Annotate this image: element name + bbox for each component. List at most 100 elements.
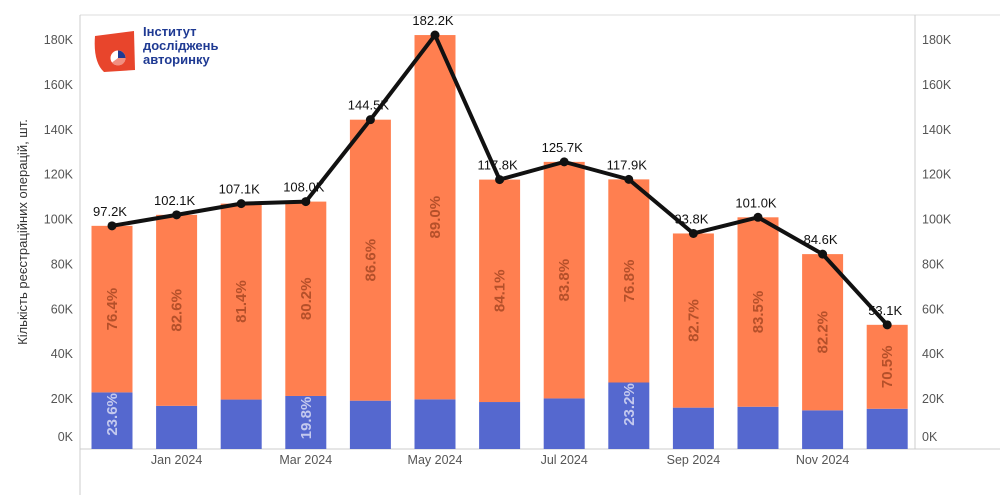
bars xyxy=(91,35,908,449)
logo-circle-segment-2 xyxy=(112,58,126,66)
bar-bottom-segment xyxy=(91,392,133,449)
bar-top-segment xyxy=(220,203,262,400)
y-tick-label-right: 180K xyxy=(922,33,952,47)
total-value-label: 107.1K xyxy=(219,182,261,197)
bar-bottom-segment xyxy=(220,399,262,449)
total-line-point xyxy=(365,115,375,125)
bar-top-segment xyxy=(156,214,198,406)
y-tick-label-right: 80K xyxy=(922,257,945,271)
bottom-percent-label: 19.8% xyxy=(298,397,315,440)
total-line-point xyxy=(236,199,246,209)
x-tick-label: Jul 2024 xyxy=(541,453,588,467)
bar-top-segment xyxy=(479,179,521,403)
bar-bottom-segment xyxy=(608,382,650,449)
y-tick-label-left: 0K xyxy=(58,430,74,444)
x-tick-label: Mar 2024 xyxy=(279,453,332,467)
y-tick-label-left: 20K xyxy=(51,392,74,406)
bottom-percent-label: 23.2% xyxy=(621,383,638,426)
bar-bottom-segment xyxy=(543,398,585,449)
total-value-label: 182.2K xyxy=(412,13,454,28)
total-value-label: 102.1K xyxy=(154,193,196,208)
x-tick-label: Jan 2024 xyxy=(151,453,202,467)
total-value-label: 93.8K xyxy=(674,211,708,226)
x-tick-label: May 2024 xyxy=(408,453,463,467)
y-tick-label-right: 100K xyxy=(922,213,952,227)
total-value-label: 125.7K xyxy=(542,140,584,155)
top-percent-label: 76.4% xyxy=(104,288,121,331)
bar-bottom-segment xyxy=(737,406,779,449)
logo-line-3: авторинку xyxy=(143,52,210,67)
top-percent-label: 83.8% xyxy=(556,259,573,302)
total-line-point xyxy=(430,30,440,40)
total-value-label: 108.0K xyxy=(283,180,325,195)
total-value-label: 101.0K xyxy=(735,195,777,210)
y-tick-label-left: 120K xyxy=(44,168,74,182)
bar-top-segment xyxy=(414,35,456,400)
bar-bottom-segment xyxy=(349,400,391,449)
y-axis-left: 0K 20K 40K 60K 80K 100K 120K 140K 160K 180K xyxy=(44,33,74,444)
bar-bottom-segment xyxy=(802,410,844,449)
total-line-point xyxy=(107,221,117,231)
y-tick-label-right: 60K xyxy=(922,302,945,316)
bar-top-segment xyxy=(543,161,585,399)
total-value-label: 117.8K xyxy=(477,158,518,173)
y-tick-label-left: 140K xyxy=(44,123,74,137)
top-percent-label: 84.1% xyxy=(492,270,509,313)
total-line-point xyxy=(882,320,892,330)
bar-top-segment xyxy=(802,254,844,411)
bar-top-segment xyxy=(672,233,714,408)
total-value-label: 97.2K xyxy=(93,204,127,219)
y-tick-label-left: 80K xyxy=(51,257,74,271)
bar-bottom-segment xyxy=(672,407,714,449)
logo-circle-segment xyxy=(118,50,126,58)
y-tick-label-right: 20K xyxy=(922,392,945,406)
bar-top-segment xyxy=(349,119,391,401)
total-line: 97.2K 102.1K 107.1K 108.0K 144.5K 182.2K 117.8… xyxy=(93,13,903,330)
y-axis-right: 0K 20K 40K 60K 80K 100K 120K 140K 160K 180K xyxy=(922,33,952,444)
top-percent-label: 82.6% xyxy=(169,289,186,332)
total-line-point xyxy=(818,249,828,259)
total-line-point xyxy=(688,228,698,238)
y-tick-label-left: 40K xyxy=(51,347,74,361)
total-line-point xyxy=(559,157,569,167)
total-line-point xyxy=(301,197,311,207)
total-line-point xyxy=(624,174,634,184)
top-percent-label: 81.4% xyxy=(233,280,250,323)
y-tick-label-left: 180K xyxy=(44,33,74,47)
top-percent-label: 82.2% xyxy=(815,311,832,354)
logo-line-2: досліджень xyxy=(143,38,219,53)
bar-bottom-segment xyxy=(866,408,908,449)
top-percent-label: 89.0% xyxy=(427,196,444,239)
bar-top-segment xyxy=(737,217,779,407)
bottom-percent-label: 23.6% xyxy=(104,393,121,436)
percent-labels: 76.4% 23.6% 82.6% 81.4% 80.2% 19.8% 86.6% 89.0%… xyxy=(104,196,896,439)
bar-bottom-segment xyxy=(479,402,521,449)
x-tick-label: Sep 2024 xyxy=(667,453,721,467)
y-tick-label-right: 40K xyxy=(922,347,945,361)
y-tick-label-left: 100K xyxy=(44,213,74,227)
y-axis-title: Кількість реєстраційних операцій, шт. xyxy=(15,119,30,345)
total-value-label: 144.5K xyxy=(348,98,390,113)
bar-top-segment xyxy=(608,179,650,383)
total-value-label: 53.1K xyxy=(868,303,902,318)
total-value-label: 84.6K xyxy=(804,232,838,247)
y-tick-label-right: 120K xyxy=(922,168,952,182)
logo: Інститут досліджень авторинку xyxy=(94,24,219,72)
top-percent-label: 83.5% xyxy=(750,291,767,334)
bar-bottom-segment xyxy=(414,399,456,449)
total-value-label: 117.9K xyxy=(607,157,648,172)
total-line-point xyxy=(495,175,505,185)
bar-bottom-segment xyxy=(285,395,327,449)
top-percent-label: 80.2% xyxy=(298,278,315,321)
top-percent-label: 70.5% xyxy=(879,346,896,389)
bar-top-segment xyxy=(91,225,133,393)
y-tick-label-right: 140K xyxy=(922,123,952,137)
y-tick-label-left: 160K xyxy=(44,78,74,92)
top-percent-label: 82.7% xyxy=(685,299,702,342)
total-line-point xyxy=(172,210,182,220)
y-tick-label-left: 60K xyxy=(51,302,74,316)
y-tick-label-right: 160K xyxy=(922,78,952,92)
bar-top-segment xyxy=(866,324,908,409)
top-percent-label: 76.8% xyxy=(621,260,638,303)
